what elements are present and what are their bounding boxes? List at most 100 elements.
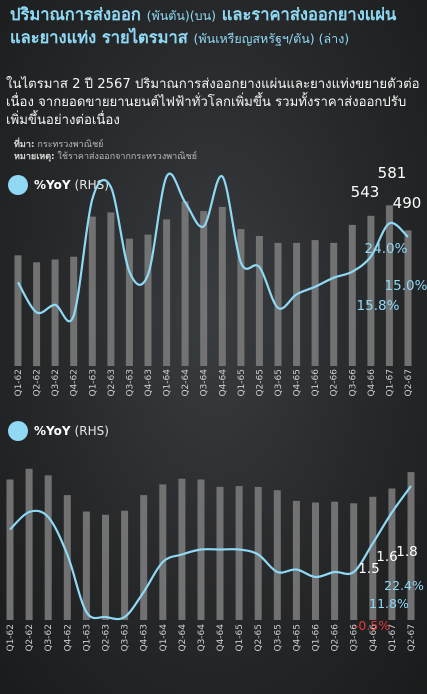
- bar-Q3-62: [44, 475, 52, 620]
- bar-Q2-63: [102, 514, 109, 620]
- legend-name: %YoY: [34, 178, 71, 192]
- title-part1: ปริมาณการส่งออก: [10, 5, 141, 24]
- tick-label: Q4-65: [293, 369, 303, 397]
- tick-label: Q2-64: [178, 624, 188, 652]
- tick-label: Q4-64: [218, 369, 228, 397]
- tick-label: Q2-62: [25, 624, 35, 652]
- tick-label: Q2-66: [331, 624, 341, 652]
- tick-label: Q1-62: [14, 369, 24, 397]
- tick-label: Q4-66: [367, 369, 377, 397]
- yoy-line: [17, 172, 409, 323]
- tick-label: Q4-63: [144, 369, 154, 397]
- bar-Q3-64: [200, 211, 208, 366]
- tick-label: Q2-62: [33, 369, 43, 397]
- tick-label: Q2-67: [407, 624, 417, 652]
- bar-Q2-64: [178, 478, 186, 620]
- data-label: -0.5%: [354, 618, 390, 633]
- tick-label: Q1-63: [88, 369, 98, 397]
- bar-Q4-66: [367, 215, 375, 366]
- tick-label: Q3-66: [350, 624, 360, 652]
- bar-Q1-67: [385, 205, 393, 366]
- bar-Q1-63: [88, 216, 96, 366]
- bar-Q2-67: [404, 230, 412, 366]
- tick-label: Q1-62: [6, 624, 16, 652]
- tick-label: Q3-62: [51, 369, 61, 397]
- tick-label: Q2-65: [254, 624, 264, 652]
- data-label: 581: [378, 164, 407, 182]
- data-label: 1.6: [376, 549, 397, 565]
- bar-Q1-67: [388, 488, 396, 620]
- bar-Q2-62: [33, 262, 41, 367]
- source-label: ที่มา:: [14, 140, 35, 150]
- bar-Q4-66: [369, 496, 377, 620]
- tick-label: Q3-64: [197, 624, 207, 652]
- tick-label: Q1-66: [311, 369, 321, 397]
- tick-label: Q4-62: [63, 624, 73, 652]
- source-note: ที่มา: กระทรวงพาณิชย์ หมายเหตุ: ใช้ราคาส…: [14, 139, 197, 163]
- bar-Q2-64: [181, 201, 189, 366]
- bar-Q4-64: [216, 486, 224, 620]
- tick-label: Q3-62: [44, 624, 54, 652]
- tick-label: Q1-65: [235, 624, 245, 652]
- bar-Q4-65: [292, 500, 300, 620]
- tick-label: Q4-64: [216, 624, 226, 652]
- bar-Q3-62: [51, 259, 59, 366]
- data-label: 15.8%: [357, 298, 400, 314]
- tick-label: Q1-66: [312, 624, 322, 652]
- note-text: ใช้ราคาส่งออกจากกระทรวงพาณิชย์: [57, 152, 197, 162]
- bar-Q2-66: [331, 501, 339, 620]
- bar-Q1-62: [6, 479, 14, 620]
- legend-sub: (RHS): [74, 424, 109, 438]
- bar-Q2-62: [25, 468, 33, 620]
- bar-Q3-65: [274, 242, 282, 366]
- bar-Q3-66: [348, 224, 356, 366]
- tick-label: Q1-67: [388, 624, 398, 652]
- data-label: 1.5: [358, 561, 379, 577]
- bar-Q1-66: [312, 502, 319, 620]
- bar-Q3-66: [350, 503, 358, 620]
- tick-label: Q3-66: [348, 369, 358, 397]
- bar-Q1-62: [14, 255, 22, 366]
- bar-Q3-65: [273, 490, 281, 620]
- bar-Q2-65: [255, 236, 263, 366]
- tick-label: Q4-65: [292, 624, 302, 652]
- bar-Q1-64: [159, 484, 167, 620]
- tick-label: Q4-63: [140, 624, 150, 652]
- top-chart: Q1-62 Q2-62 Q3-62 Q4-62 Q1-63 Q2-63 Q3-63 Q4-63…: [14, 164, 427, 397]
- data-label: 11.8%: [369, 596, 409, 611]
- data-label: 15.0%: [385, 278, 427, 294]
- tick-label: Q1-64: [163, 369, 173, 397]
- bottom-chart: Q1-62 Q2-62 Q3-62 Q4-62 Q1-63 Q2-63 Q3-63 Q4-63…: [6, 468, 424, 652]
- bottom-chart-legend: %YoY (RHS): [8, 421, 109, 441]
- source-text: กระทรวงพาณิชย์: [37, 140, 104, 150]
- data-label: 22.4%: [384, 578, 424, 593]
- bar-Q3-63: [125, 238, 133, 366]
- bar-Q1-66: [311, 240, 319, 366]
- chart-title: ปริมาณการส่งออก (พันตัน)(บน) และราคาส่งอ…: [10, 4, 422, 50]
- bar-Q1-63: [82, 511, 90, 620]
- tick-label: Q2-66: [330, 369, 340, 397]
- bar-Q2-67: [407, 472, 415, 620]
- note-label: หมายเหตุ:: [14, 152, 55, 162]
- title-unit2: (พันเหรียญสหรัฐฯ/ตัน) (ล่าง): [193, 31, 350, 46]
- data-label: 543: [351, 183, 380, 201]
- legend-dot-icon: [8, 421, 28, 441]
- tick-label: Q2-63: [102, 624, 112, 652]
- bar-Q4-64: [218, 206, 226, 366]
- bar-Q4-63: [140, 495, 148, 620]
- tick-label: Q3-63: [121, 624, 131, 652]
- tick-label: Q3-65: [273, 624, 283, 652]
- tick-label: Q4-62: [70, 369, 80, 397]
- bar-Q3-63: [121, 510, 129, 620]
- bar-Q1-64: [163, 219, 171, 366]
- data-label: 1.8: [396, 544, 417, 560]
- tick-label: Q1-65: [237, 369, 247, 397]
- bar-Q4-62: [70, 256, 78, 366]
- tick-label: Q1-63: [82, 624, 92, 652]
- bar-Q1-65: [235, 486, 243, 620]
- title-part2: และราคาส่งออกยางแผ่นและยางแท่ง รายไตรมาส: [10, 5, 397, 47]
- legend-name: %YoY: [34, 424, 71, 438]
- tick-label: Q3-63: [125, 369, 135, 397]
- tick-label: Q2-65: [255, 369, 265, 397]
- yoy-line: [9, 485, 412, 621]
